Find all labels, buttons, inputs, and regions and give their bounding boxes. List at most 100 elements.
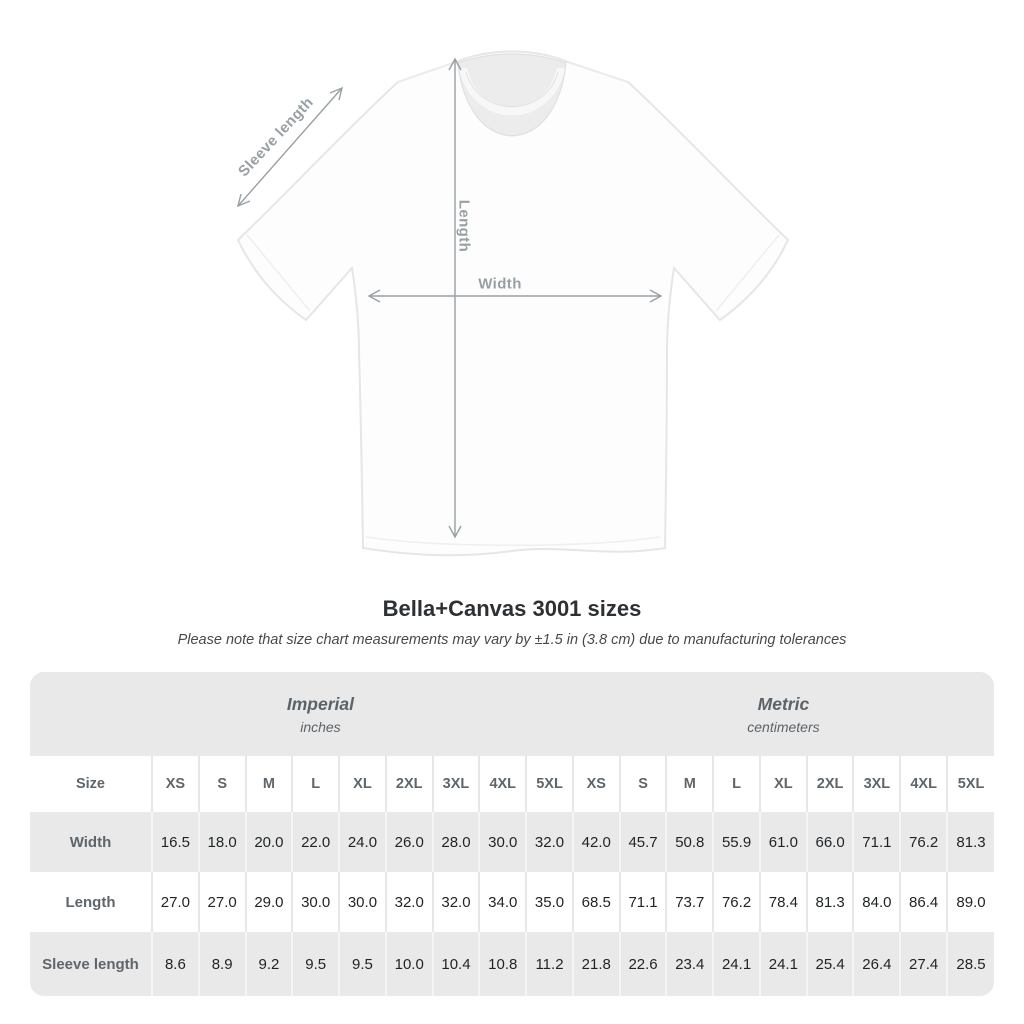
collar-band (459, 67, 565, 116)
sleeve-length-row: Sleeve length 8.6 8.9 9.2 9.5 9.5 10.0 1… (30, 932, 994, 996)
hem-seam (365, 536, 661, 546)
size-col: S (197, 756, 246, 812)
width-label: Width (478, 275, 522, 293)
tshirt-measurement-diagram: Sleeve length Length Width (235, 50, 790, 557)
measurement-cell: 18.0 (197, 812, 246, 872)
measurement-cell: 32.0 (525, 812, 573, 872)
size-col: XL (758, 756, 807, 812)
tshirt-graphic (236, 50, 790, 557)
measurement-cell: 73.7 (665, 872, 714, 932)
measurement-cell: 22.6 (618, 932, 667, 996)
measurement-cell: 76.2 (899, 812, 948, 872)
measurement-cell: 28.5 (946, 932, 994, 996)
measurement-cell: 86.4 (899, 872, 948, 932)
measurement-cell: 45.7 (618, 812, 667, 872)
size-col: XS (151, 756, 199, 812)
measurement-cell: 68.5 (571, 872, 620, 932)
size-col: XS (571, 756, 620, 812)
unit-group-metric: Metric centimeters (573, 672, 994, 756)
measurement-cell: 30.0 (478, 812, 527, 872)
measurement-cell: 9.5 (338, 932, 386, 996)
measurement-cell: 89.0 (946, 872, 994, 932)
measurement-cell: 25.4 (805, 932, 854, 996)
measurement-cell: 26.0 (384, 812, 433, 872)
measurement-cell: 50.8 (665, 812, 714, 872)
cuff-seams (246, 234, 780, 312)
size-col: L (712, 756, 760, 812)
measurement-cell: 55.9 (712, 812, 760, 872)
measurement-cell: 11.2 (525, 932, 573, 996)
size-col: 2XL (805, 756, 854, 812)
unit-header-row: Imperial inches Metric centimeters (30, 672, 994, 756)
row-label: Width (69, 833, 112, 851)
width-arrow (367, 289, 663, 303)
measurement-cell: 10.8 (478, 932, 527, 996)
collar-opening (457, 53, 567, 137)
size-chart-table: Imperial inches Metric centimeters Size … (30, 672, 994, 996)
measurement-cell: 28.0 (431, 812, 480, 872)
size-col: L (291, 756, 340, 812)
measurement-cell: 23.4 (665, 932, 714, 996)
measurement-cell: 81.3 (805, 872, 854, 932)
measurement-cell: 32.0 (431, 872, 480, 932)
measurement-cell: 78.4 (758, 872, 807, 932)
imperial-unit: inches (300, 718, 341, 735)
measurement-cell: 29.0 (244, 872, 293, 932)
size-col: 5XL (525, 756, 573, 812)
size-col: 4XL (478, 756, 527, 812)
measurement-cell: 10.0 (384, 932, 433, 996)
size-header-row: Size XS S M L XL 2XL 3XL 4XL 5XL XS S M … (30, 756, 994, 812)
measurement-cell: 9.5 (291, 932, 340, 996)
measurement-cell: 84.0 (852, 872, 901, 932)
length-label: Length (455, 199, 473, 253)
measurement-cell: 10.4 (431, 932, 480, 996)
measurement-cell: 20.0 (244, 812, 293, 872)
size-col: M (665, 756, 714, 812)
collar-band-inner-edge (465, 71, 559, 107)
measurement-cell: 22.0 (291, 812, 340, 872)
measurement-cell: 81.3 (946, 812, 994, 872)
measurement-cell: 8.9 (197, 932, 246, 996)
measurement-cell: 71.1 (852, 812, 901, 872)
size-col: M (244, 756, 293, 812)
width-row: Width 16.5 18.0 20.0 22.0 24.0 26.0 28.0… (30, 812, 994, 872)
measurement-cell: 61.0 (758, 812, 807, 872)
sleeve-length-arrow (236, 86, 344, 208)
measurement-cell: 66.0 (805, 812, 854, 872)
page-title: Bella+Canvas 3001 sizes (382, 596, 642, 621)
row-label: Length (65, 893, 116, 911)
size-col: 3XL (431, 756, 480, 812)
measurement-cell: 8.6 (151, 932, 199, 996)
measurement-cell: 27.0 (151, 872, 199, 932)
measurement-cell: 71.1 (618, 872, 667, 932)
size-col: XL (338, 756, 386, 812)
size-col: 2XL (384, 756, 433, 812)
measurement-cell: 34.0 (478, 872, 527, 932)
size-header-cell: Size (75, 776, 105, 792)
measurement-cell: 21.8 (571, 932, 620, 996)
shoulder-seams (397, 61, 629, 83)
measurement-cell: 42.0 (571, 812, 620, 872)
metric-label: Metric (757, 693, 810, 714)
measurement-cell: 30.0 (291, 872, 340, 932)
measurement-cell: 16.5 (151, 812, 199, 872)
size-col: 5XL (946, 756, 994, 812)
measurement-cell: 26.4 (852, 932, 901, 996)
size-col: S (618, 756, 667, 812)
measurement-cell: 9.2 (244, 932, 293, 996)
size-col: 4XL (899, 756, 948, 812)
tolerance-note: Please note that size chart measurements… (177, 632, 847, 648)
measurement-cell: 27.0 (197, 872, 246, 932)
measurement-cell: 24.1 (758, 932, 807, 996)
size-col: 3XL (852, 756, 901, 812)
imperial-label: Imperial (286, 693, 354, 714)
measurement-cell: 30.0 (338, 872, 386, 932)
metric-unit: centimeters (747, 718, 820, 735)
length-row: Length 27.0 27.0 29.0 30.0 30.0 32.0 32.… (30, 872, 994, 932)
unit-group-imperial: Imperial inches (152, 672, 573, 756)
measurement-cell: 32.0 (384, 872, 433, 932)
measurement-cell: 24.1 (712, 932, 760, 996)
measurement-cell: 24.0 (338, 812, 386, 872)
length-arrow (448, 57, 462, 539)
